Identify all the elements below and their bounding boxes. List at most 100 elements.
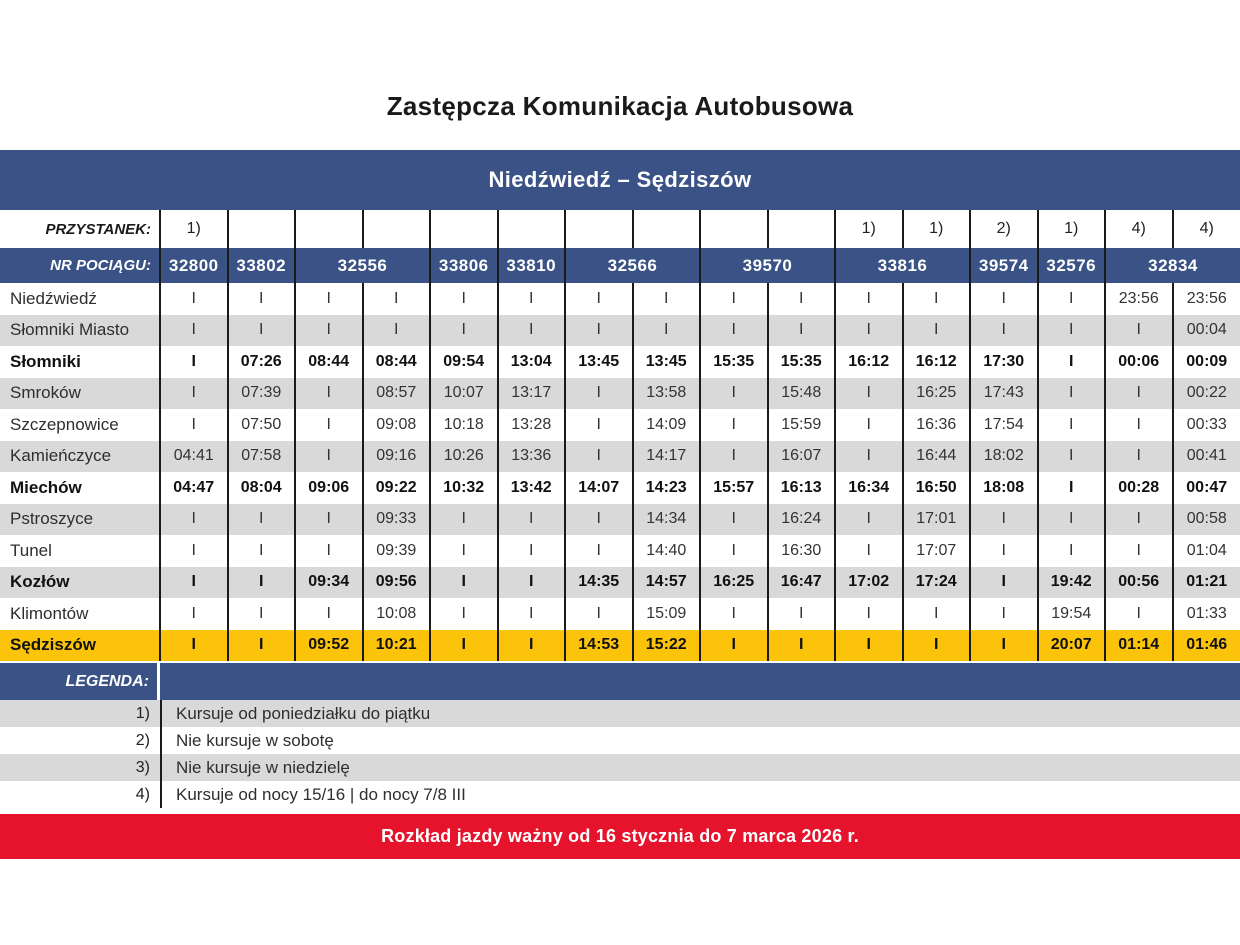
- time-cell: I: [699, 314, 768, 346]
- footnote-marker-cell: [699, 210, 768, 248]
- time-cell: I: [564, 314, 633, 346]
- station-name-cell: Klimontów: [10, 603, 89, 623]
- time-cell: 17:30: [969, 346, 1038, 378]
- time-cell: I: [1104, 598, 1173, 630]
- time-cell: 16:36: [901, 409, 970, 441]
- station-name-cell: Pstroszyce: [0, 503, 160, 535]
- time-cell: I: [699, 377, 768, 409]
- legend-label: LEGENDA:: [0, 663, 160, 700]
- time-cell: I: [699, 409, 768, 441]
- time-cell: 00:28: [1104, 472, 1173, 504]
- station-row: Kamieńczyce 04:41 07:58 I 09:16 10:26 13:36 I 14…: [0, 440, 1240, 472]
- time-cell: I: [969, 314, 1038, 346]
- time-cell: I: [159, 629, 228, 661]
- time-cell: 00:56: [1104, 566, 1173, 598]
- time-cell: I: [1104, 409, 1173, 441]
- time-cell: I: [1036, 283, 1105, 315]
- time-cell: I: [159, 409, 228, 441]
- time-cell: I: [496, 598, 565, 630]
- train-number-row: NR POCIĄGU: 32800 33802 32556 33806 33810 3256…: [0, 248, 1240, 283]
- time-cell: 00:06: [1104, 346, 1173, 378]
- time-cell: I: [159, 314, 228, 346]
- time-cell: 01:04: [1171, 535, 1240, 567]
- time-cell: 13:36: [496, 440, 565, 472]
- time-cell: I: [361, 283, 430, 315]
- station-name-cell: Miechów: [10, 477, 82, 497]
- station-name-cell: Tunel: [10, 540, 52, 560]
- time-cell: 10:26: [429, 440, 498, 472]
- legend-item-text: Kursuje od nocy 15/16 | do nocy 7/8 III: [160, 781, 466, 808]
- time-cell: 15:57: [699, 472, 768, 504]
- time-cell: 00:04: [1171, 314, 1240, 346]
- time-cell: 15:35: [766, 346, 835, 378]
- time-cell: 15:22: [631, 629, 700, 661]
- time-cell: I: [226, 629, 295, 661]
- time-cell: I: [294, 535, 363, 567]
- time-cell: 04:47: [159, 472, 228, 504]
- time-cell: 08:04: [226, 472, 295, 504]
- time-cell: 07:50: [226, 409, 295, 441]
- time-cell: 09:56: [361, 566, 430, 598]
- time-cell: 17:07: [901, 535, 970, 567]
- legend-items: 1) Kursuje od poniedziałku do piątku 2) Nie…: [0, 700, 1240, 808]
- legend-item-text: Nie kursuje w niedzielę: [160, 754, 350, 781]
- time-cell: I: [1036, 314, 1105, 346]
- time-cell: I: [834, 440, 903, 472]
- timetable-table: PRZYSTANEK: 1) 1) 1) 2) 1) 4) 4) NR POCIĄGU: 3280…: [0, 210, 1240, 661]
- time-cell: I: [564, 535, 633, 567]
- time-cell: 09:16: [361, 440, 430, 472]
- time-cell: 09:54: [429, 346, 498, 378]
- station-row: Niedźwiedź I I I I I I I I I I I I I I 23:56 23:56: [0, 283, 1240, 315]
- station-row: Sędziszów I I 09:52 10:21 I I 14:53 15:22 I I I I I 20…: [0, 629, 1240, 661]
- time-cell: I: [429, 283, 498, 315]
- time-cell: I: [1036, 503, 1105, 535]
- time-cell: 09:39: [361, 535, 430, 567]
- time-cell: I: [1036, 409, 1105, 441]
- time-cell: 00:22: [1171, 377, 1240, 409]
- time-cell: 16:12: [901, 346, 970, 378]
- train-number-cell: 32576: [1036, 248, 1105, 283]
- time-cell: 17:24: [901, 566, 970, 598]
- train-number-cell: 33802: [226, 248, 295, 283]
- time-cell: 16:25: [901, 377, 970, 409]
- footnote-marker-cell: [294, 210, 363, 248]
- time-cell: 15:48: [766, 377, 835, 409]
- train-number-cell: 33806: [429, 248, 498, 283]
- time-cell: I: [766, 629, 835, 661]
- time-cell: I: [294, 377, 363, 409]
- time-cell: I: [699, 535, 768, 567]
- time-cell: 15:35: [699, 346, 768, 378]
- time-cell: 01:33: [1171, 598, 1240, 630]
- station-name-cell: Smroków: [0, 377, 160, 409]
- time-cell: I: [901, 629, 970, 661]
- station-name-cell: Kozłów: [0, 566, 160, 598]
- time-cell: I: [159, 598, 228, 630]
- time-cell: 14:40: [631, 535, 700, 567]
- time-cell: I: [496, 566, 565, 598]
- legend-item: 3) Nie kursuje w niedzielę: [0, 754, 1240, 781]
- time-cell: I: [159, 535, 228, 567]
- stop-footnote-row: PRZYSTANEK: 1) 1) 1) 2) 1) 4) 4): [0, 210, 1240, 248]
- train-number-cell: 33810: [496, 248, 565, 283]
- page-title: Zastępcza Komunikacja Autobusowa: [386, 91, 854, 121]
- time-cell: 10:18: [429, 409, 498, 441]
- footnote-marker-cell: 1): [1036, 210, 1105, 248]
- footnote-marker-cell: [429, 210, 498, 248]
- time-cell: 13:42: [496, 472, 565, 504]
- time-cell: 14:53: [564, 629, 633, 661]
- footnote-marker-cell: 4): [1104, 210, 1173, 248]
- time-cell: I: [766, 314, 835, 346]
- legend-item: 1) Kursuje od poniedziałku do piątku: [0, 700, 1240, 727]
- time-cell: 09:22: [361, 472, 430, 504]
- footnote-marker-cell: [361, 210, 430, 248]
- time-cell: 17:54: [969, 409, 1038, 441]
- time-cell: 09:33: [361, 503, 430, 535]
- time-cell: 14:09: [631, 409, 700, 441]
- time-cell: 14:23: [631, 472, 700, 504]
- time-cell: I: [159, 346, 228, 378]
- time-cell: I: [1104, 503, 1173, 535]
- time-cell: I: [969, 566, 1038, 598]
- station-name-cell: Słomniki: [10, 351, 81, 371]
- time-cell: I: [901, 598, 970, 630]
- time-cell: 16:30: [766, 535, 835, 567]
